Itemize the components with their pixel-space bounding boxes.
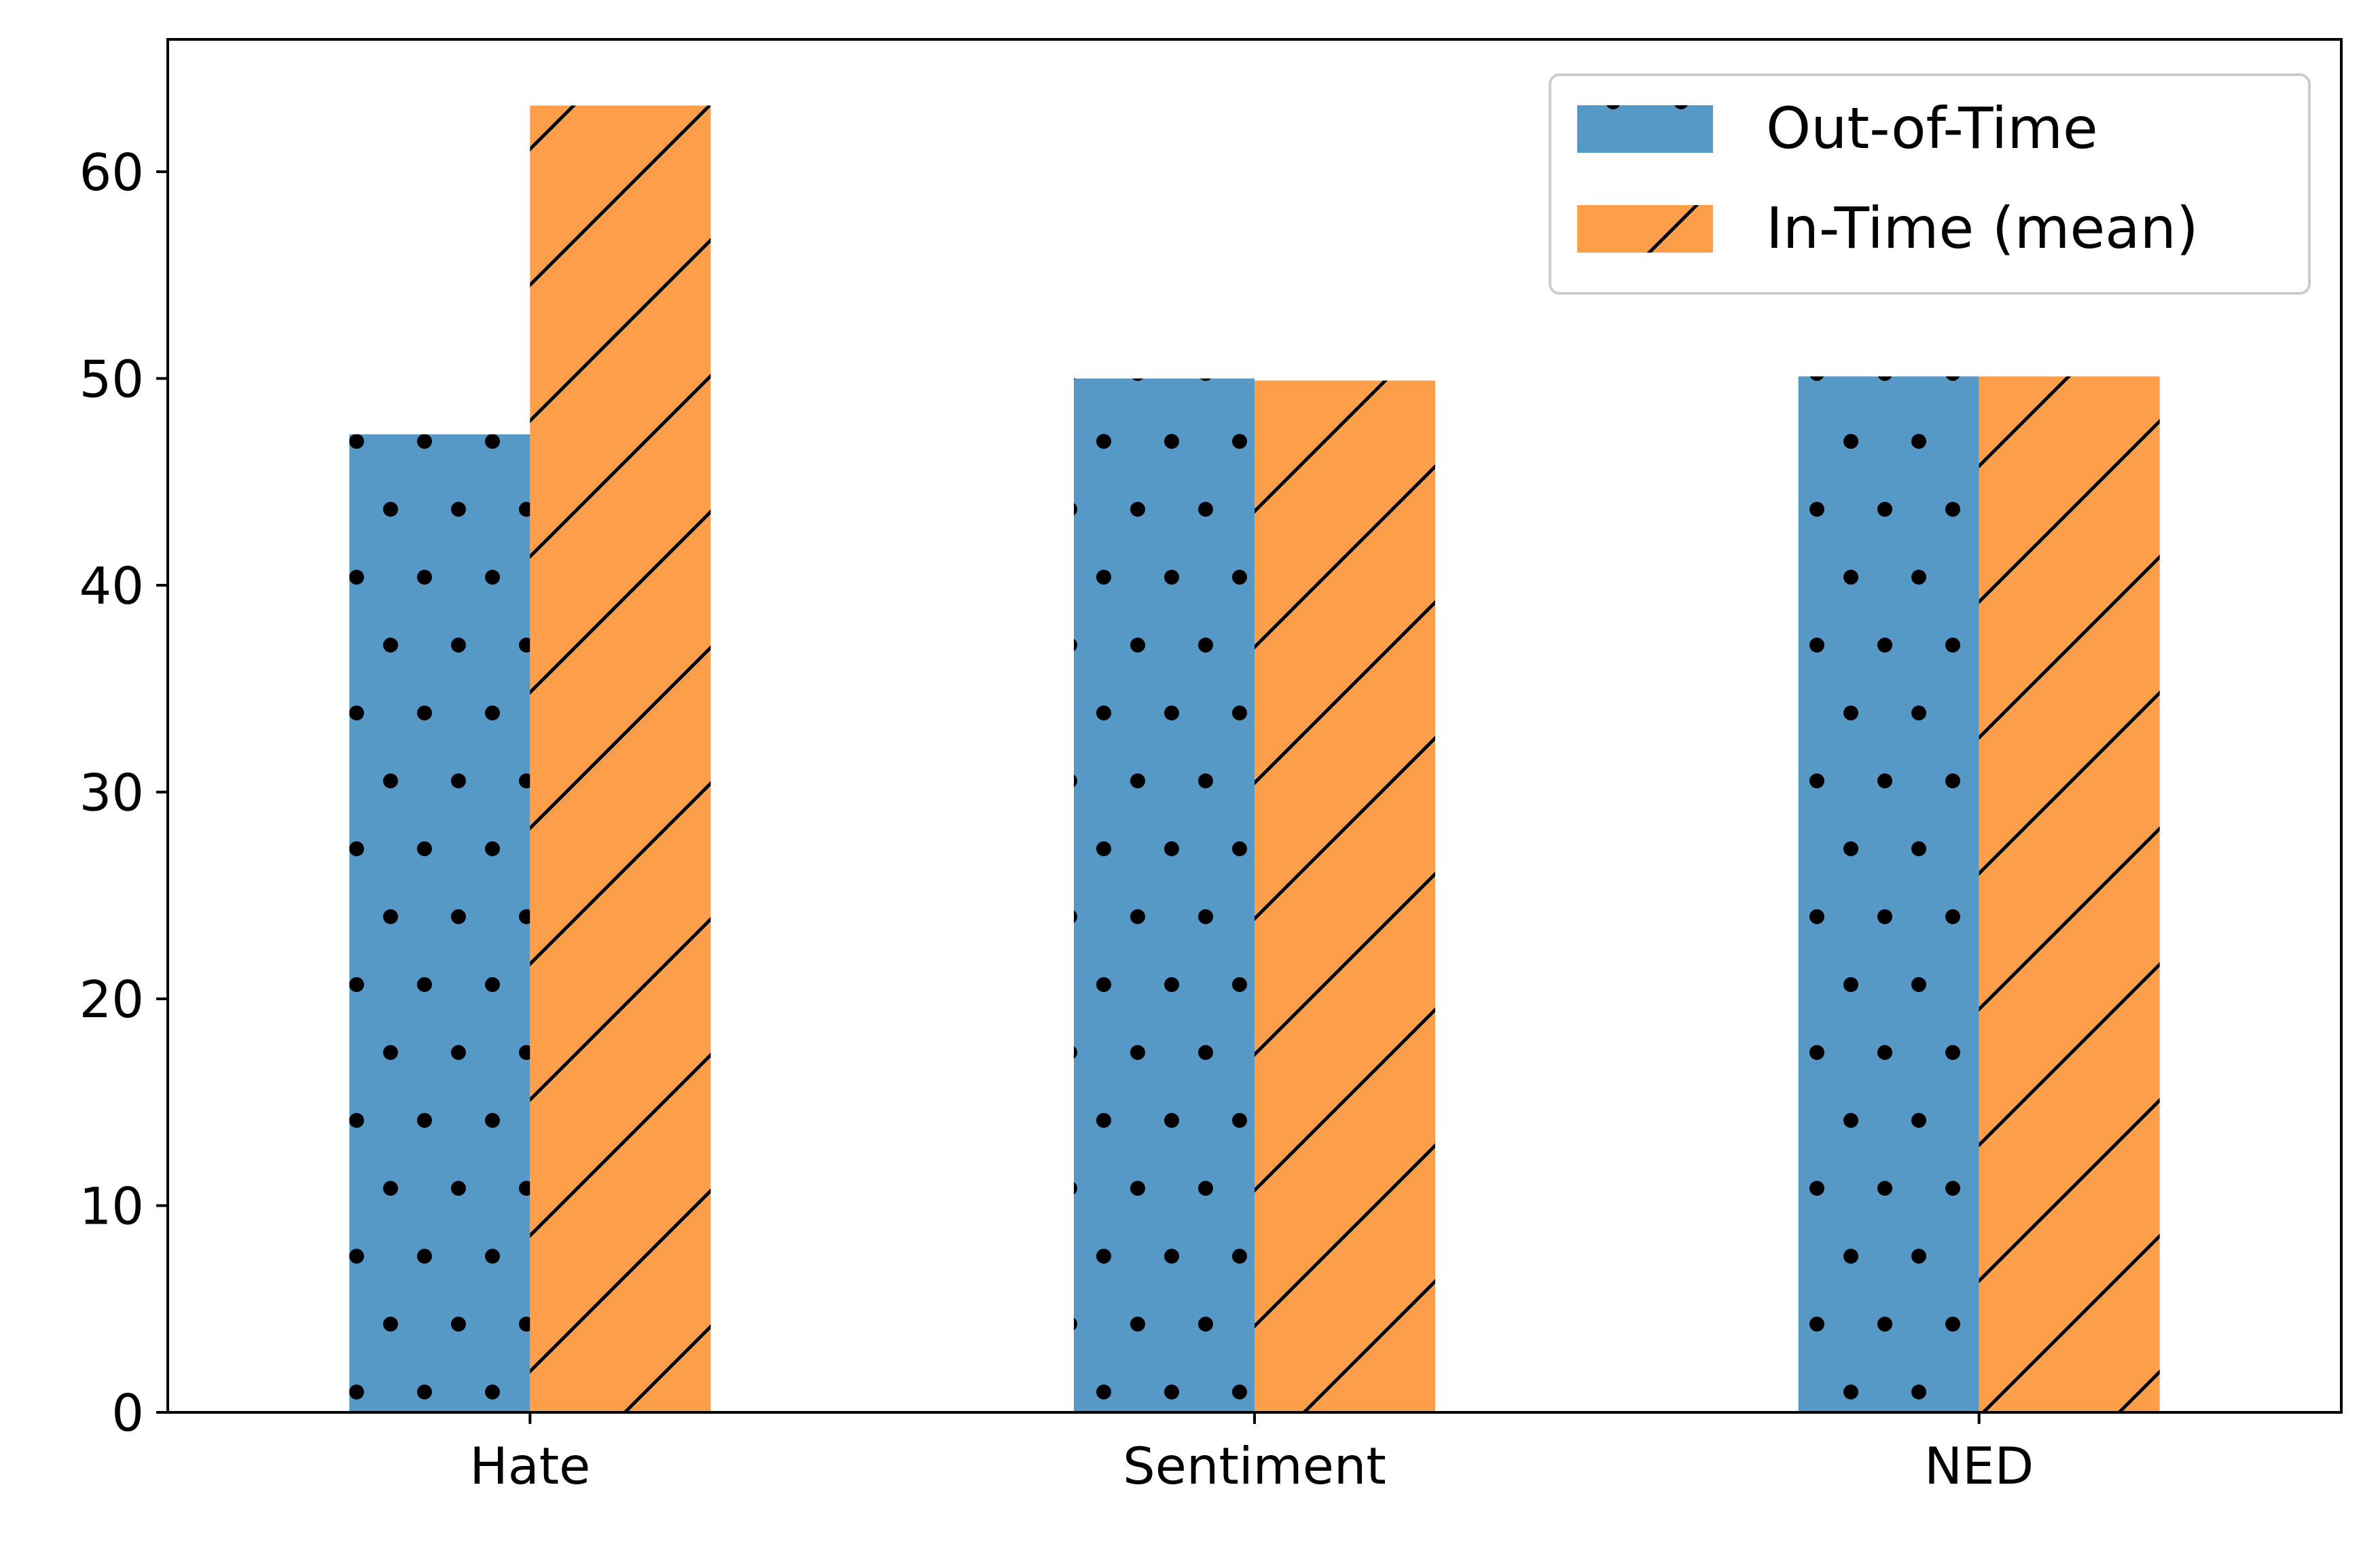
legend: Out-of-Time In-Time (mean) xyxy=(1549,73,2311,295)
x-axis-ticks: Hate Sentiment NED xyxy=(469,1412,2034,1496)
y-tick-label: 40 xyxy=(79,556,144,616)
x-tick-label: NED xyxy=(1924,1436,2034,1496)
bar-sentiment-out-of-time xyxy=(1074,378,1255,1412)
bar-ned-in-time xyxy=(1979,376,2160,1412)
bar-ned-out-of-time xyxy=(1798,376,1979,1412)
y-tick-label: 60 xyxy=(79,143,144,202)
legend-label: In-Time (mean) xyxy=(1766,195,2199,261)
bars-layer xyxy=(349,105,2160,1412)
y-tick-label: 0 xyxy=(111,1383,144,1443)
bar-hate-out-of-time xyxy=(349,434,530,1412)
x-tick-label: Hate xyxy=(469,1436,590,1496)
legend-label: Out-of-Time xyxy=(1766,95,2098,162)
x-tick-label: Sentiment xyxy=(1123,1436,1386,1496)
y-tick-label: 10 xyxy=(79,1176,144,1236)
bar-hate-in-time xyxy=(530,105,711,1412)
y-axis-ticks: 0 10 20 30 40 50 60 xyxy=(79,143,168,1443)
y-tick-label: 50 xyxy=(79,349,144,409)
plot-frame xyxy=(166,38,2343,1414)
y-tick-label: 20 xyxy=(79,970,144,1029)
legend-swatch-in-time xyxy=(1577,205,1713,253)
y-tick-label: 30 xyxy=(79,763,144,822)
bar-sentiment-in-time xyxy=(1255,380,1435,1412)
legend-swatch-out-of-time xyxy=(1577,105,1713,153)
